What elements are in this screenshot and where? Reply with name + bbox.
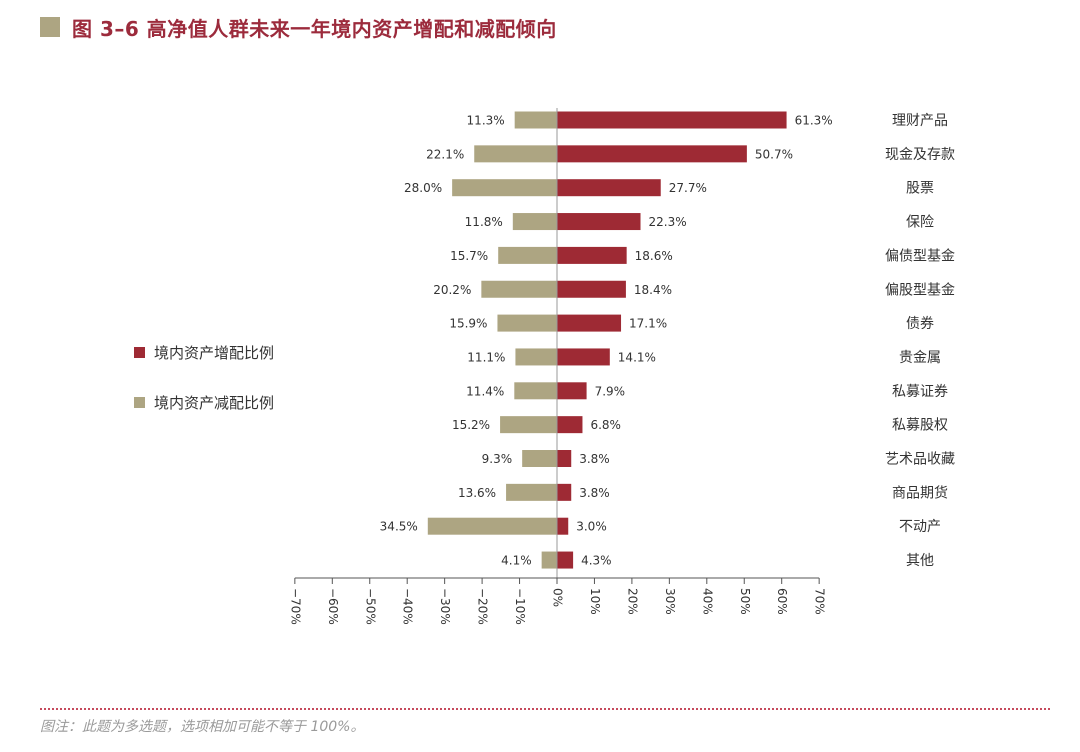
data-label-decrease: 11.1% [467, 350, 505, 364]
category-label: 其他 [906, 553, 934, 569]
category-label: 私募证券 [892, 384, 948, 400]
bar-increase [557, 450, 572, 467]
bar-increase [557, 551, 574, 569]
x-tick-label: −30% [438, 588, 452, 625]
category-label: 不动产 [899, 519, 941, 535]
legend-swatch-decrease [134, 397, 145, 408]
x-tick-label: 70% [813, 588, 827, 615]
data-label-decrease: 20.2% [433, 283, 471, 297]
x-tick-label: 20% [625, 588, 639, 615]
footnote: 图注：此题为多选题，选项相加可能不等于 100%。 [40, 719, 365, 735]
data-label-decrease: 13.6% [458, 486, 496, 500]
x-tick-label: 30% [663, 588, 677, 615]
data-label-increase: 50.7% [755, 147, 793, 161]
x-tick-label: −10% [513, 588, 527, 625]
category-label: 股票 [906, 181, 934, 197]
bar-decrease [481, 280, 557, 298]
data-label-increase: 3.8% [579, 486, 610, 500]
x-tick-label: −40% [401, 588, 415, 625]
x-tick-label: 10% [588, 588, 602, 615]
data-label-increase: 4.3% [581, 554, 612, 568]
bar-decrease [514, 111, 557, 129]
x-tick-label: 60% [775, 588, 789, 615]
bar-increase [557, 111, 787, 129]
bar-decrease [515, 348, 557, 366]
category-label: 偏股型基金 [885, 281, 955, 298]
category-label: 贵金属 [899, 350, 941, 366]
bar-increase [557, 314, 622, 332]
bar-increase [557, 483, 572, 501]
bar-decrease [500, 416, 557, 434]
data-label-decrease: 28.0% [404, 181, 442, 195]
data-label-increase: 18.6% [635, 249, 673, 263]
x-tick-label: −50% [363, 588, 377, 625]
bar-increase [557, 280, 626, 298]
title-marker-icon [40, 17, 60, 37]
data-label-increase: 3.0% [576, 520, 607, 534]
category-label: 现金及存款 [885, 147, 955, 163]
data-label-increase: 22.3% [649, 215, 687, 229]
bar-increase [557, 179, 661, 197]
bar-decrease [498, 246, 557, 264]
category-label: 艺术品收藏 [885, 452, 955, 468]
data-label-increase: 27.7% [669, 181, 707, 195]
bar-decrease [452, 179, 557, 197]
category-label: 理财产品 [892, 113, 948, 129]
x-tick-label: −70% [288, 588, 302, 625]
footer-dotted-divider [40, 708, 1050, 710]
legend-item-decrease: 境内资产减配比例 [134, 392, 274, 413]
bar-decrease [497, 314, 557, 332]
legend-label-decrease: 境内资产减配比例 [154, 394, 275, 412]
x-tick-label: 50% [738, 588, 752, 615]
bar-increase [557, 517, 569, 535]
bar-increase [557, 145, 747, 163]
bar-decrease [427, 517, 557, 535]
bar-decrease [514, 382, 557, 400]
data-label-decrease: 9.3% [482, 452, 513, 466]
data-label-decrease: 34.5% [380, 520, 418, 534]
data-label-decrease: 11.4% [466, 384, 504, 398]
data-label-decrease: 11.3% [467, 114, 505, 128]
chart-title-row: 图 3–6 高净值人群未来一年境内资产增配和减配倾向 [40, 12, 557, 42]
bar-decrease [506, 483, 557, 501]
bar-increase [557, 213, 641, 231]
bar-increase [557, 246, 627, 264]
data-label-increase: 7.9% [595, 384, 626, 398]
category-label: 私募股权 [892, 418, 948, 434]
legend-item-increase: 境内资产增配比例 [134, 342, 274, 363]
data-label-decrease: 11.8% [465, 215, 503, 229]
x-tick-label: 0% [551, 588, 565, 607]
bar-increase [557, 416, 583, 434]
category-label: 债券 [906, 316, 934, 332]
bar-decrease [512, 213, 557, 231]
bar-increase [557, 348, 610, 366]
data-label-increase: 18.4% [634, 283, 672, 297]
category-label: 商品期货 [892, 484, 948, 501]
bar-decrease [474, 145, 557, 163]
bar-decrease [541, 551, 557, 569]
data-label-increase: 61.3% [795, 114, 833, 128]
x-tick-label: 40% [700, 588, 714, 615]
bar-increase [557, 382, 587, 400]
chart-title: 图 3–6 高净值人群未来一年境内资产增配和减配倾向 [72, 16, 557, 41]
data-label-decrease: 15.9% [449, 317, 487, 331]
data-label-decrease: 22.1% [426, 147, 464, 161]
data-label-increase: 6.8% [590, 418, 621, 432]
data-label-decrease: 15.2% [452, 418, 490, 432]
data-label-increase: 14.1% [618, 350, 656, 364]
legend-label-increase: 境内资产增配比例 [154, 344, 275, 362]
data-label-decrease: 15.7% [450, 249, 488, 263]
x-tick-label: −60% [326, 588, 340, 625]
data-label-increase: 17.1% [629, 317, 667, 331]
category-label: 保险 [906, 215, 934, 231]
category-label: 偏债型基金 [885, 247, 955, 264]
legend-swatch-increase [134, 347, 145, 358]
x-tick-label: −20% [476, 588, 490, 625]
bar-decrease [522, 450, 557, 467]
diverging-bar-chart: 11.3% 61.3% 理财产品 22.1% 50.7% 现金及存款 28.0% 27.7% 股… [288, 108, 955, 625]
data-label-increase: 3.8% [579, 452, 610, 466]
data-label-decrease: 4.1% [501, 554, 532, 568]
